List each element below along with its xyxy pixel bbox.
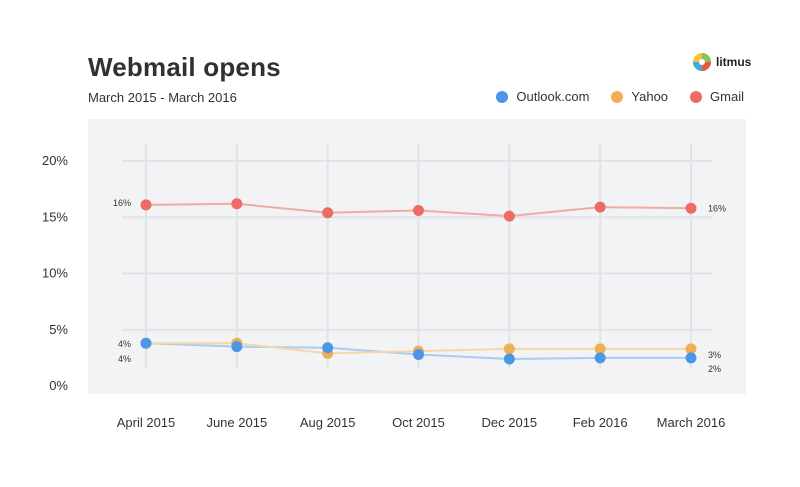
legend-label-gmail: Gmail [710,89,744,104]
x-axis: April 2015 June 2015 Aug 2015 Oct 2015 Dec 2… [117,415,726,430]
annotation-end-outlook: 2% [708,364,721,374]
brand-name: litmus [716,55,752,69]
x-tick-label: Dec 2015 [482,415,538,430]
legend-item-gmail: Gmail [690,89,744,104]
data-point-gmail [231,198,243,210]
annotation-end-yahoo: 3% [708,350,721,360]
x-tick-label: June 2015 [206,415,267,430]
data-point-gmail [413,205,424,216]
legend-dot-outlook [496,90,509,103]
y-tick-label: 20% [42,153,68,168]
data-point-yahoo [594,343,606,355]
brand-logo: litmus [692,52,751,72]
y-tick-label: 0% [49,378,68,393]
annotation-start-yahoo: 4% [118,339,131,349]
data-point-yahoo [503,343,515,355]
data-point-outlook-com [413,349,424,360]
x-tick-label: Aug 2015 [300,415,356,430]
data-point-outlook-com [503,353,515,365]
annotation-start-outlook: 4% [118,354,131,364]
legend-dot-yahoo [611,90,624,103]
data-point-gmail [594,201,606,213]
y-tick-label: 5% [49,322,68,337]
x-tick-label: March 2016 [657,415,726,430]
data-point-gmail [322,207,334,219]
series-points [140,198,697,365]
data-point-yahoo [685,343,697,355]
annotations: 16% 4% 4% 16% 3% 2% [113,198,726,374]
annotation-end-gmail: 16% [708,203,726,213]
legend-item-yahoo: Yahoo [611,89,668,104]
x-tick-label: Feb 2016 [573,415,628,430]
legend-label-yahoo: Yahoo [631,89,669,104]
chart-title: Webmail opens [88,52,281,82]
data-point-outlook-com [231,341,243,353]
y-tick-label: 15% [42,209,68,224]
data-point-gmail [503,210,515,222]
grid-layer [122,144,712,368]
y-axis: 0% 5% 10% 15% 20% [42,153,68,393]
chart-subtitle: March 2015 - March 2016 [88,90,237,105]
legend-dot-gmail [690,90,703,103]
data-point-gmail [140,199,152,211]
litmus-logo-icon [693,53,711,71]
data-point-outlook-com [140,337,152,349]
data-point-gmail [685,202,697,214]
y-tick-label: 10% [42,266,68,281]
legend-label-outlook: Outlook.com [516,89,590,104]
x-tick-label: Oct 2015 [392,415,445,430]
data-point-outlook-com [594,352,606,364]
x-tick-label: April 2015 [117,415,176,430]
annotation-start-gmail: 16% [113,198,131,208]
chart-legend: Outlook.com Yahoo Gmail [496,89,744,104]
data-point-outlook-com [322,342,334,354]
legend-item-outlook: Outlook.com [496,89,589,104]
data-point-outlook-com [685,352,697,364]
